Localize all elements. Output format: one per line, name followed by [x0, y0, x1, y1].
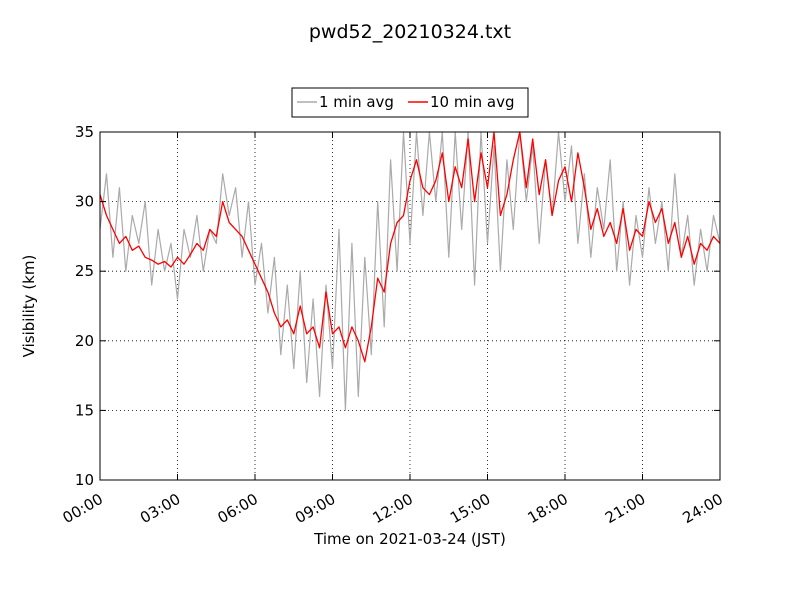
x-tick-label: 15:00	[447, 490, 493, 527]
series-layer	[99, 131, 721, 411]
y-tick-label: 30	[75, 193, 94, 211]
series-line-10min-avg	[99, 131, 721, 363]
x-tick-label: 24:00	[680, 490, 726, 527]
x-tick-label: 21:00	[602, 490, 648, 527]
legend: 1 min avg 10 min avg	[291, 87, 529, 118]
y-tick-label: 25	[75, 262, 94, 280]
y-tick-label: 10	[75, 471, 94, 489]
legend-label-1min: 1 min avg	[319, 93, 394, 111]
y-axis-label: Visibility (km)	[20, 255, 38, 358]
y-tick-label: 20	[75, 332, 94, 350]
series-line-1min-avg	[99, 131, 721, 411]
x-tick-label: 03:00	[137, 490, 183, 527]
x-tick-label: 18:00	[525, 490, 571, 527]
x-tick-label: 00:00	[60, 490, 106, 527]
chart-title: pwd52_20210324.txt	[309, 21, 511, 43]
y-axis: 10 15 20 25 30 35	[75, 123, 720, 489]
x-tick-label: 06:00	[215, 490, 261, 527]
y-tick-label: 35	[75, 123, 94, 141]
x-tick-label: 12:00	[370, 490, 416, 527]
x-tick-label: 09:00	[292, 490, 338, 527]
legend-label-10min: 10 min avg	[430, 93, 515, 111]
x-axis-label: Time on 2021-03-24 (JST)	[313, 530, 506, 548]
y-tick-label: 15	[75, 401, 94, 419]
